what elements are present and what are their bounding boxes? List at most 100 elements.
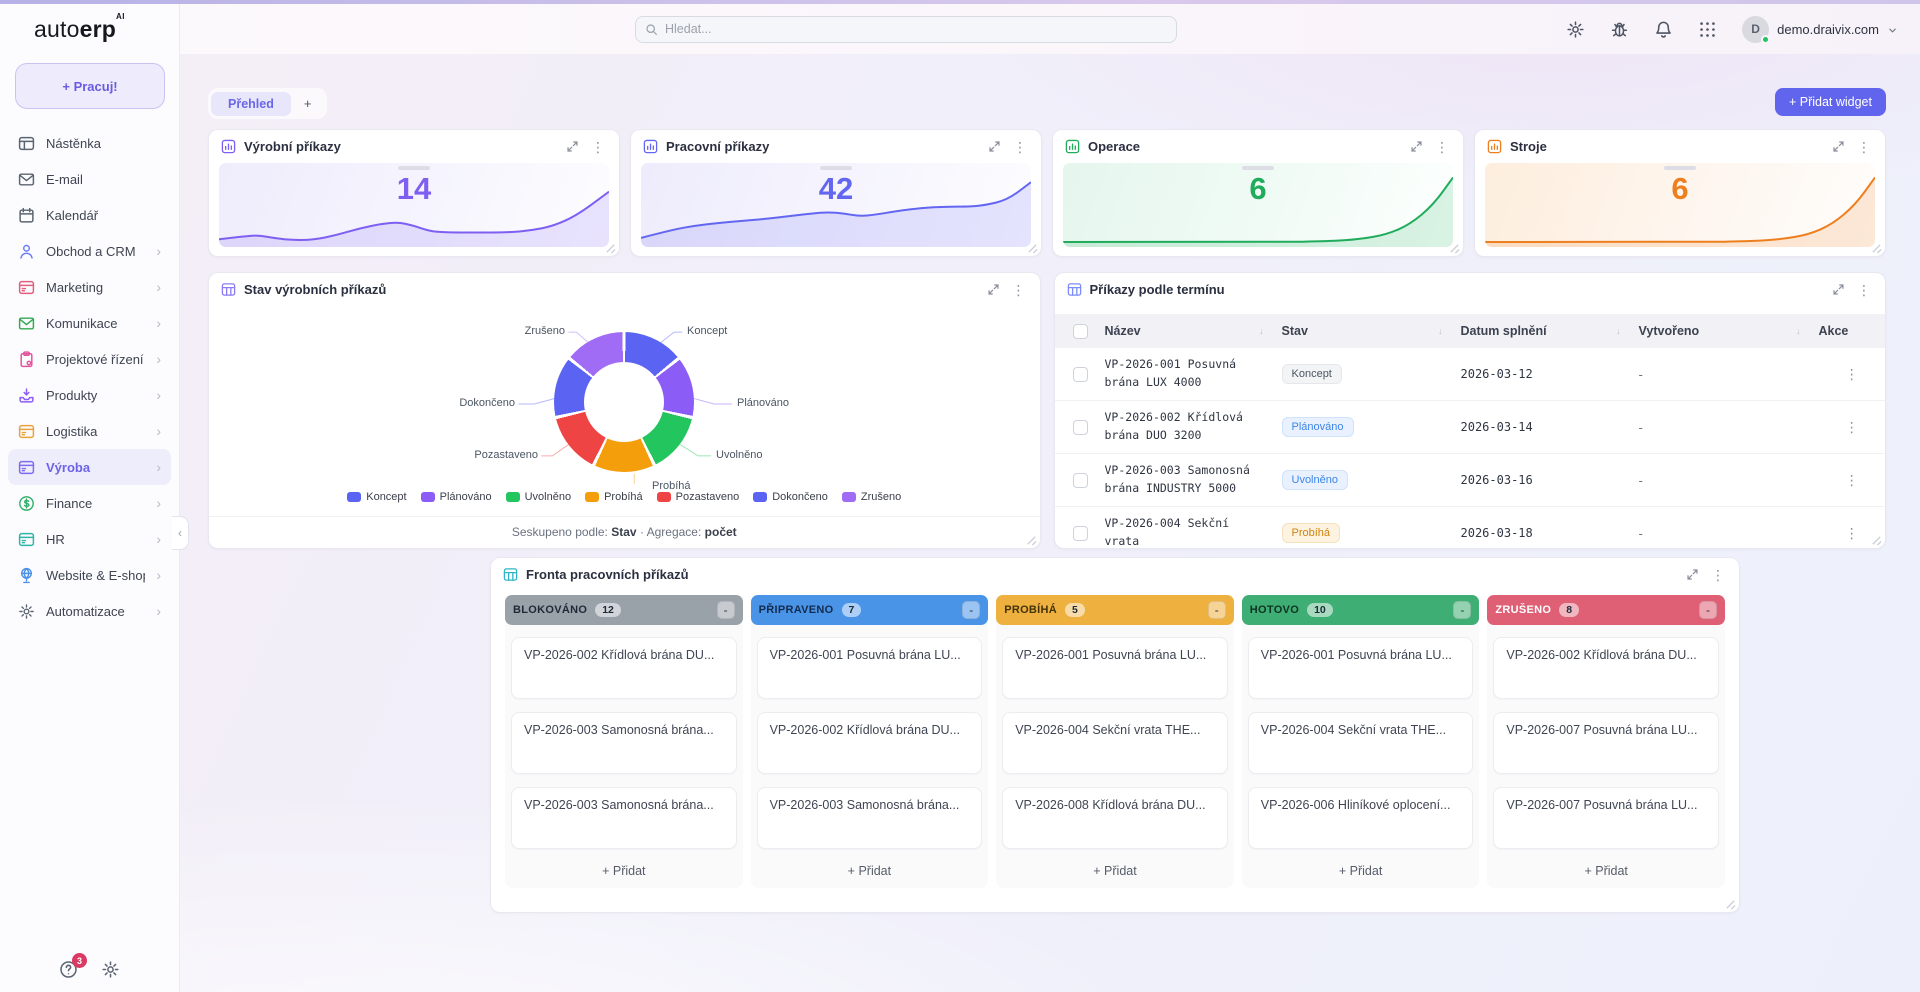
sidebar-item-automatizace[interactable]: Automatizace › — [8, 593, 171, 629]
row-checkbox[interactable] — [1072, 419, 1088, 435]
table-row[interactable]: VP-2026-004 Sekční vrata Probíhá 2026-03… — [1055, 507, 1886, 548]
resize-grip[interactable] — [605, 242, 616, 254]
sidebar-item-finance[interactable]: Finance › — [8, 485, 171, 521]
sidebar-collapse-handle[interactable]: ‹ — [172, 516, 189, 550]
tab-prehled[interactable]: Přehled — [211, 91, 291, 116]
kanban-card[interactable]: VP-2026-002 Křídlová brána DU... — [756, 712, 983, 774]
resize-grip[interactable] — [1725, 898, 1736, 910]
sidebar-item-hr[interactable]: HR › — [8, 521, 171, 557]
legend-item[interactable]: Koncept — [347, 491, 407, 503]
apps-grid-icon[interactable] — [1698, 20, 1717, 39]
row-actions-icon[interactable]: ⋮ — [1844, 471, 1859, 488]
expand-icon[interactable] — [988, 140, 1001, 153]
kebab-menu-icon[interactable]: ⋮ — [1435, 138, 1449, 155]
kanban-card[interactable]: VP-2026-002 Křídlová brána DU... — [511, 637, 737, 699]
add-tab-button[interactable]: + — [303, 96, 312, 111]
kanban-card[interactable]: VP-2026-003 Samonosná brána... — [511, 787, 737, 849]
sidebar-item-komunikace[interactable]: Komunikace › — [8, 305, 171, 341]
search-input[interactable] — [665, 22, 1167, 36]
row-actions-icon[interactable]: ⋮ — [1844, 418, 1859, 435]
user-menu[interactable]: D demo.draivix.com — [1742, 15, 1898, 44]
kanban-add-card-button[interactable]: + Přidat — [1584, 864, 1628, 878]
expand-icon[interactable] — [1410, 140, 1423, 153]
kanban-card[interactable]: VP-2026-007 Posuvná brána LU... — [1493, 712, 1719, 774]
expand-icon[interactable] — [1686, 568, 1699, 581]
resize-grip[interactable] — [1026, 534, 1037, 546]
kanban-card[interactable]: VP-2026-001 Posuvná brána LU... — [1247, 637, 1474, 699]
table-row[interactable]: VP-2026-001 Posuvná brána LUX 4000 Konce… — [1054, 348, 1885, 401]
column-collapse-button[interactable]: - — [962, 601, 981, 619]
sidebar-item-kalendar[interactable]: Kalendář — [8, 197, 171, 233]
kanban-card[interactable]: VP-2026-007 Posuvná brána LU... — [1493, 787, 1719, 849]
sidebar-item-marketing[interactable]: Marketing › — [8, 269, 171, 305]
kebab-menu-icon[interactable]: ⋮ — [591, 138, 605, 155]
legend-item[interactable]: Plánováno — [420, 491, 492, 503]
row-checkbox[interactable] — [1072, 472, 1088, 488]
kanban-card[interactable]: VP-2026-003 Samonosná brána... — [756, 787, 983, 849]
column-collapse-button[interactable]: - — [716, 601, 735, 619]
column-header-nazev[interactable]: Název ↓ — [1104, 324, 1264, 338]
kanban-add-card-button[interactable]: + Přidat — [1093, 864, 1137, 878]
kebab-menu-icon[interactable]: ⋮ — [1711, 566, 1725, 583]
kebab-menu-icon[interactable]: ⋮ — [1857, 281, 1871, 298]
sidebar-item-vyroba[interactable]: Výroba › — [8, 449, 171, 485]
column-collapse-button[interactable]: - — [1453, 601, 1472, 619]
column-collapse-button[interactable]: - — [1698, 601, 1717, 619]
expand-icon[interactable] — [1832, 140, 1845, 153]
kebab-menu-icon[interactable]: ⋮ — [1857, 138, 1871, 155]
kanban-card[interactable]: VP-2026-002 Křídlová brána DU... — [1493, 637, 1719, 699]
sidebar-item-nastenka[interactable]: Nástěnka — [8, 125, 171, 161]
kanban-card[interactable]: VP-2026-003 Samonosná brána... — [511, 712, 737, 774]
column-header-datum[interactable]: Datum splnění ↓ — [1460, 324, 1621, 338]
sidebar-item-website-eshop[interactable]: Website & E-shop › — [8, 557, 171, 593]
legend-item[interactable]: Probíhá — [585, 491, 643, 503]
row-actions-icon[interactable]: ⋮ — [1844, 365, 1859, 382]
legend-item[interactable]: Pozastaveno — [656, 491, 739, 503]
kanban-add-card-button[interactable]: + Přidat — [602, 864, 646, 878]
bug-report-icon[interactable] — [1610, 20, 1629, 39]
resize-grip[interactable] — [1871, 242, 1882, 254]
column-header-stav[interactable]: Stav ↓ — [1281, 324, 1443, 338]
column-header-vytvoreno[interactable]: Vytvořeno ↓ — [1638, 324, 1801, 338]
kanban-card[interactable]: VP-2026-008 Křídlová brána DU... — [1002, 787, 1228, 849]
app-window-icon — [18, 459, 35, 476]
kanban-card[interactable]: VP-2026-004 Sekční vrata THE... — [1247, 712, 1474, 774]
legend-item[interactable]: Dokončeno — [753, 491, 828, 503]
sidebar-item-logistika[interactable]: Logistika › — [8, 413, 171, 449]
kanban-card[interactable]: VP-2026-006 Hliníkové oplocení... — [1247, 787, 1474, 849]
kanban-card[interactable]: VP-2026-004 Sekční vrata THE... — [1002, 712, 1228, 774]
kanban-card[interactable]: VP-2026-001 Posuvná brána LU... — [756, 637, 983, 699]
sidebar-item-projektove-rizeni[interactable]: Projektové řízení › — [8, 341, 171, 377]
user-name: demo.draivix.com — [1777, 21, 1879, 37]
kanban-add-card-button[interactable]: + Přidat — [847, 864, 892, 878]
pracuj-cta-button[interactable]: + Pracuj! — [15, 63, 165, 109]
sidebar-item-obchod-crm[interactable]: Obchod a CRM › — [8, 233, 171, 269]
row-checkbox[interactable] — [1072, 366, 1088, 382]
kanban-add-card-button[interactable]: + Přidat — [1338, 864, 1383, 878]
legend-item[interactable]: Uvolněno — [505, 491, 571, 503]
resize-grip[interactable] — [1027, 242, 1038, 254]
expand-icon[interactable] — [987, 283, 1000, 296]
row-checkbox[interactable] — [1072, 525, 1088, 541]
help-icon[interactable]: 3 — [59, 953, 87, 980]
orders-table: Název ↓ Stav ↓ Datum splnění ↓ Vytvořeno ↓ A… — [1054, 314, 1886, 548]
expand-icon[interactable] — [566, 140, 579, 153]
expand-icon[interactable] — [1832, 283, 1845, 296]
resize-grip[interactable] — [1871, 534, 1882, 546]
column-collapse-button[interactable]: - — [1207, 601, 1226, 619]
sidebar-item-produkty[interactable]: Produkty › — [8, 377, 171, 413]
table-row[interactable]: VP-2026-003 Samonosná brána INDUSTRY 500… — [1054, 454, 1885, 507]
resize-grip[interactable] — [1449, 242, 1460, 254]
kanban-card[interactable]: VP-2026-001 Posuvná brána LU... — [1002, 637, 1228, 699]
settings-gear-icon[interactable] — [1566, 20, 1585, 39]
kebab-menu-icon[interactable]: ⋮ — [1013, 138, 1027, 155]
notifications-bell-icon[interactable] — [1654, 20, 1673, 39]
legend-item[interactable]: Zrušeno — [841, 491, 901, 503]
sidebar-item-email[interactable]: E-mail — [8, 161, 171, 197]
kebab-menu-icon[interactable]: ⋮ — [1011, 281, 1026, 298]
row-actions-icon[interactable]: ⋮ — [1844, 524, 1859, 541]
settings-gear-icon[interactable] — [101, 960, 121, 980]
table-row[interactable]: VP-2026-002 Křídlová brána DUO 3200 Plán… — [1054, 401, 1885, 454]
add-widget-button[interactable]: + Přidat widget — [1774, 88, 1886, 116]
select-all-checkbox[interactable] — [1072, 323, 1088, 339]
